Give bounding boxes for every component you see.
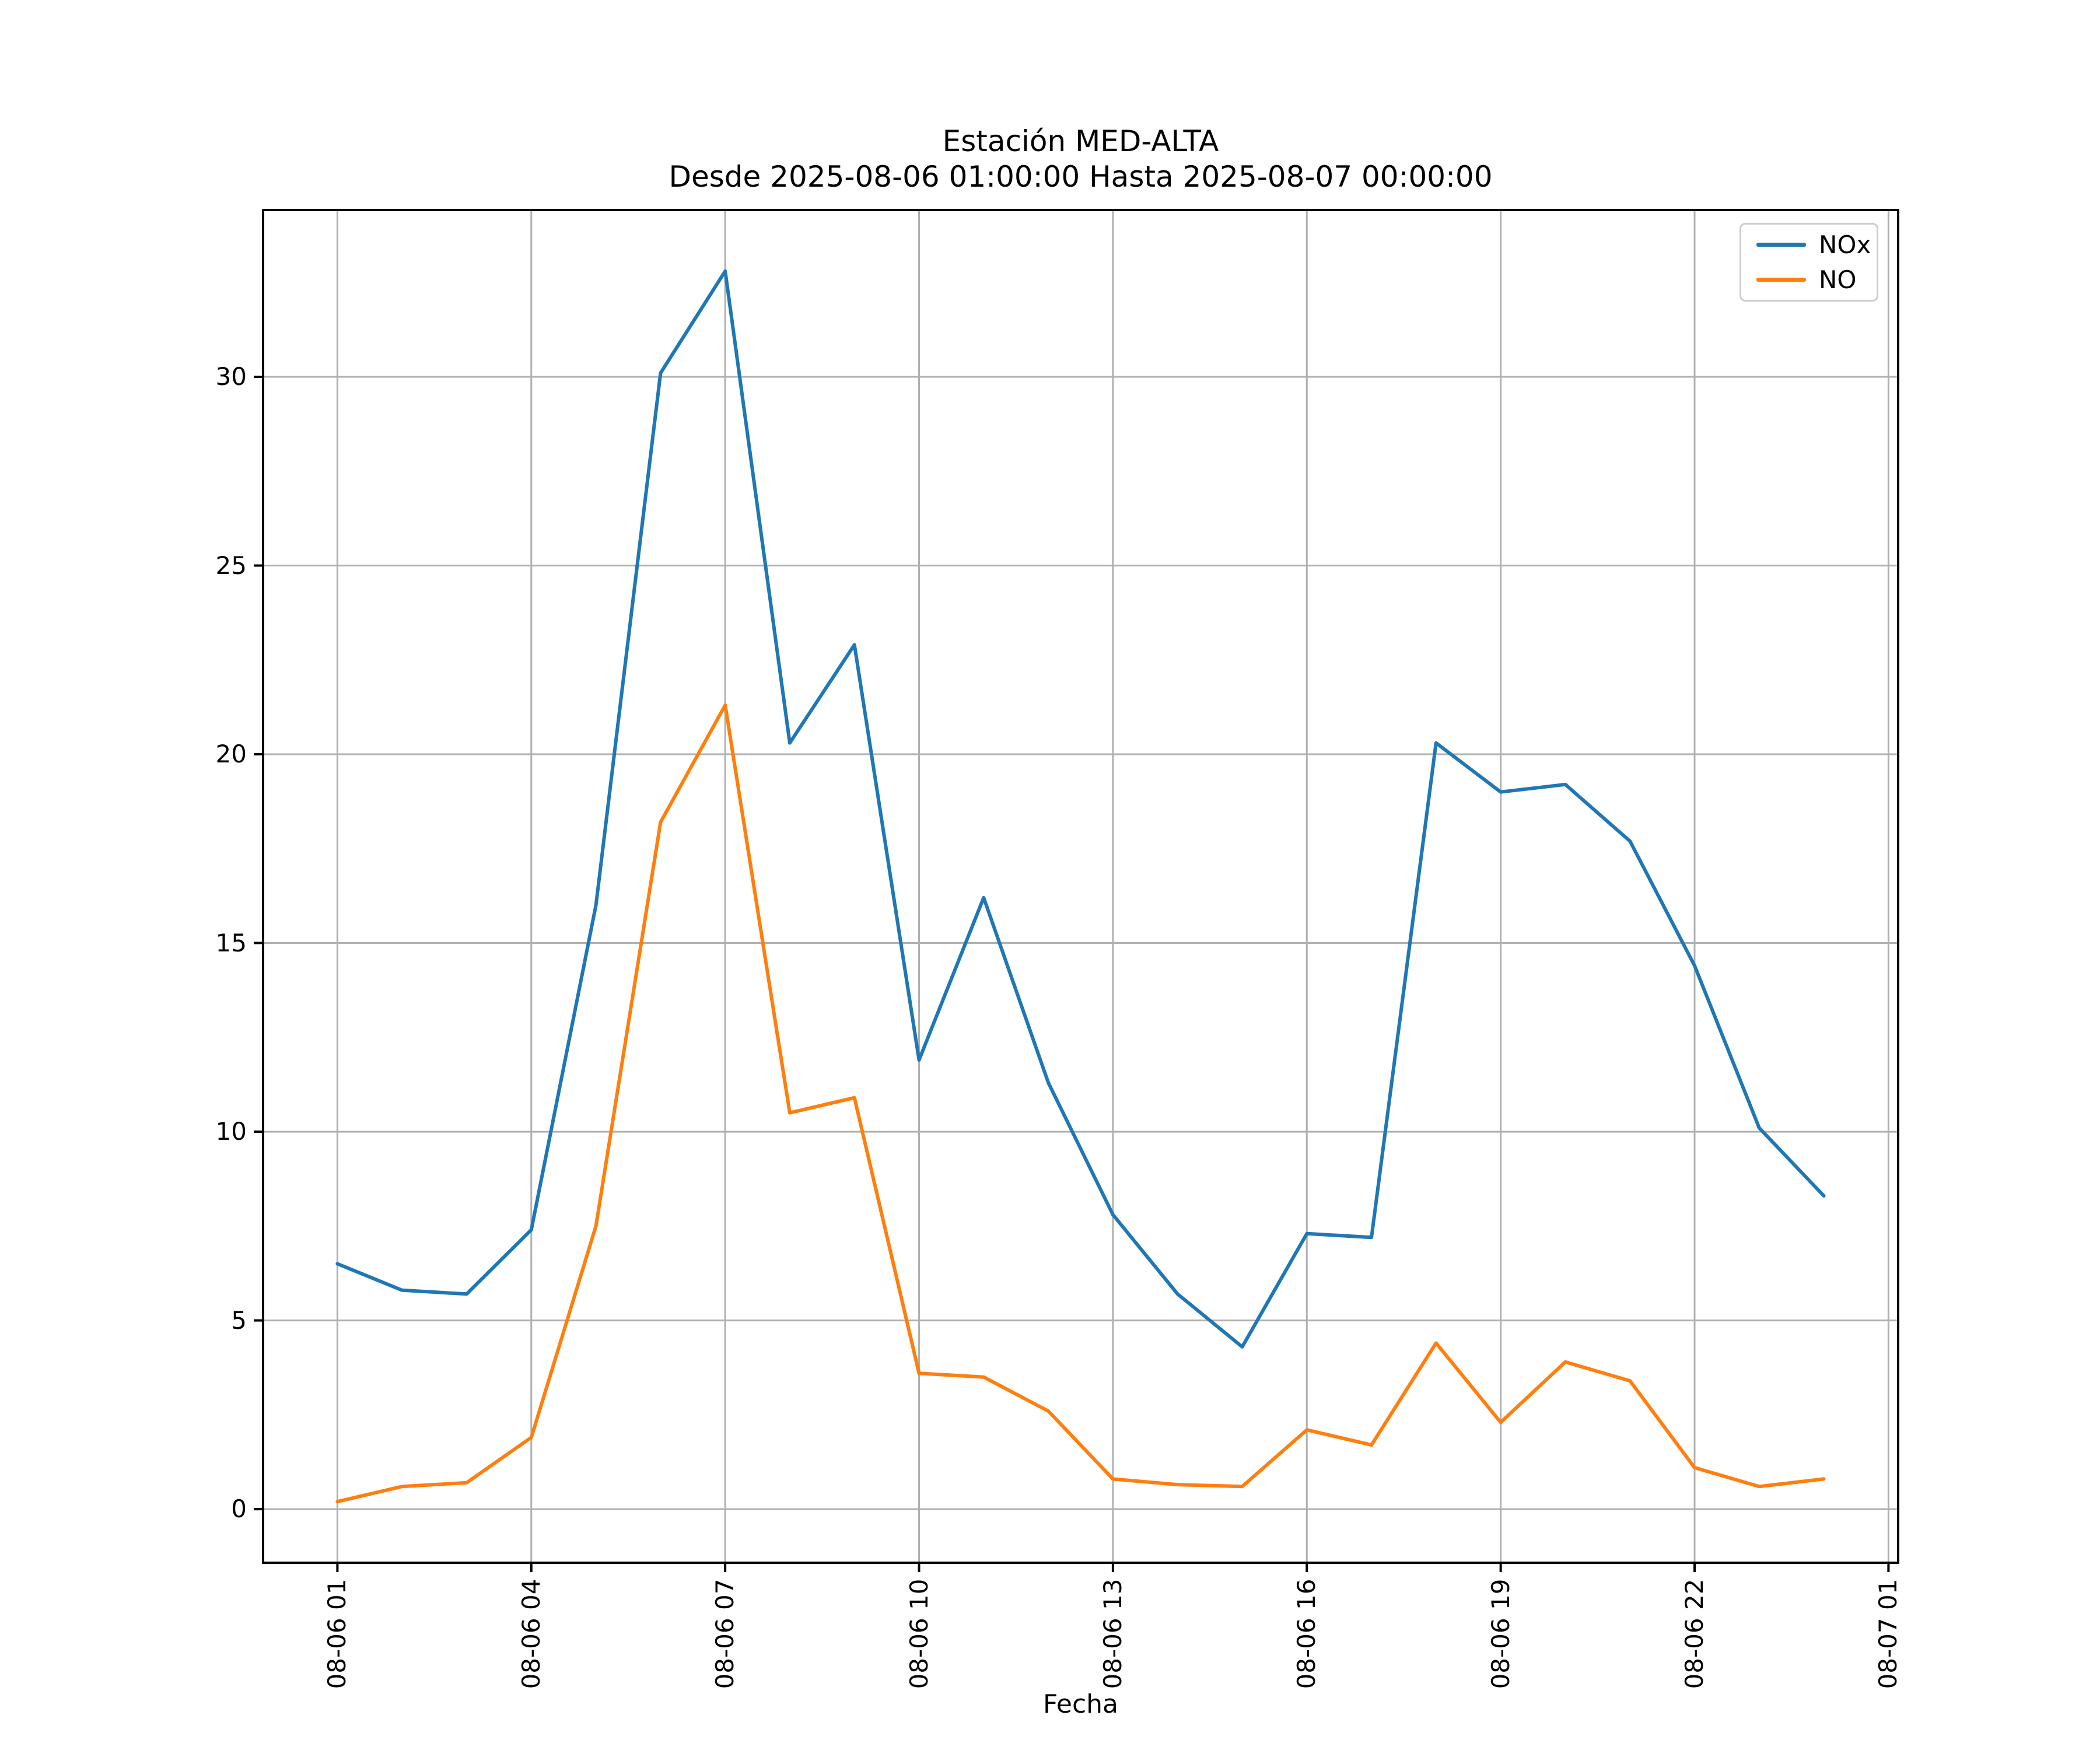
x-tick-label: 08-06 07	[710, 1578, 740, 1689]
x-axis-label: Fecha	[1042, 1689, 1118, 1719]
y-tick-label: 25	[215, 551, 247, 580]
x-tick-label: 08-06 22	[1680, 1578, 1709, 1689]
x-tick-label: 08-06 01	[323, 1578, 352, 1689]
y-tick-label: 0	[231, 1494, 247, 1524]
x-tick-label: 08-06 04	[516, 1578, 545, 1689]
legend-item-nox: NOx	[1756, 232, 1877, 258]
axes-spines	[262, 209, 1899, 1564]
y-tick-label: 15	[215, 928, 247, 957]
y-tick-label: 10	[215, 1117, 247, 1146]
chart-title-line2: Desde 2025-08-06 01:00:00 Hasta 2025-08-…	[668, 160, 1493, 194]
chart-line-NOx	[335, 269, 1826, 1349]
y-tick-label: 30	[215, 362, 247, 391]
chart-title: Estación MED-ALTA Desde 2025-08-06 01:00…	[263, 124, 1898, 195]
y-tick-label: 20	[215, 740, 247, 769]
x-tick-label: 08-06 10	[904, 1578, 933, 1689]
y-tick-label: 5	[231, 1306, 247, 1335]
chart-title-line1: Estación MED-ALTA	[942, 124, 1219, 158]
legend-line-sample-nox	[1756, 243, 1806, 247]
chart-line-NO	[335, 703, 1826, 1504]
legend-line-sample-no	[1756, 278, 1806, 282]
x-tick-label: 08-06 19	[1486, 1578, 1515, 1689]
legend-label-no: NO	[1819, 265, 1857, 294]
legend-label-nox: NOx	[1819, 230, 1871, 259]
legend-item-no: NO	[1756, 267, 1877, 293]
legend: NOx NO	[1740, 223, 1878, 302]
x-tick-label: 08-06 13	[1098, 1578, 1127, 1689]
x-tick-label: 08-06 16	[1292, 1578, 1321, 1689]
x-tick-label: 08-07 01	[1874, 1578, 1903, 1689]
